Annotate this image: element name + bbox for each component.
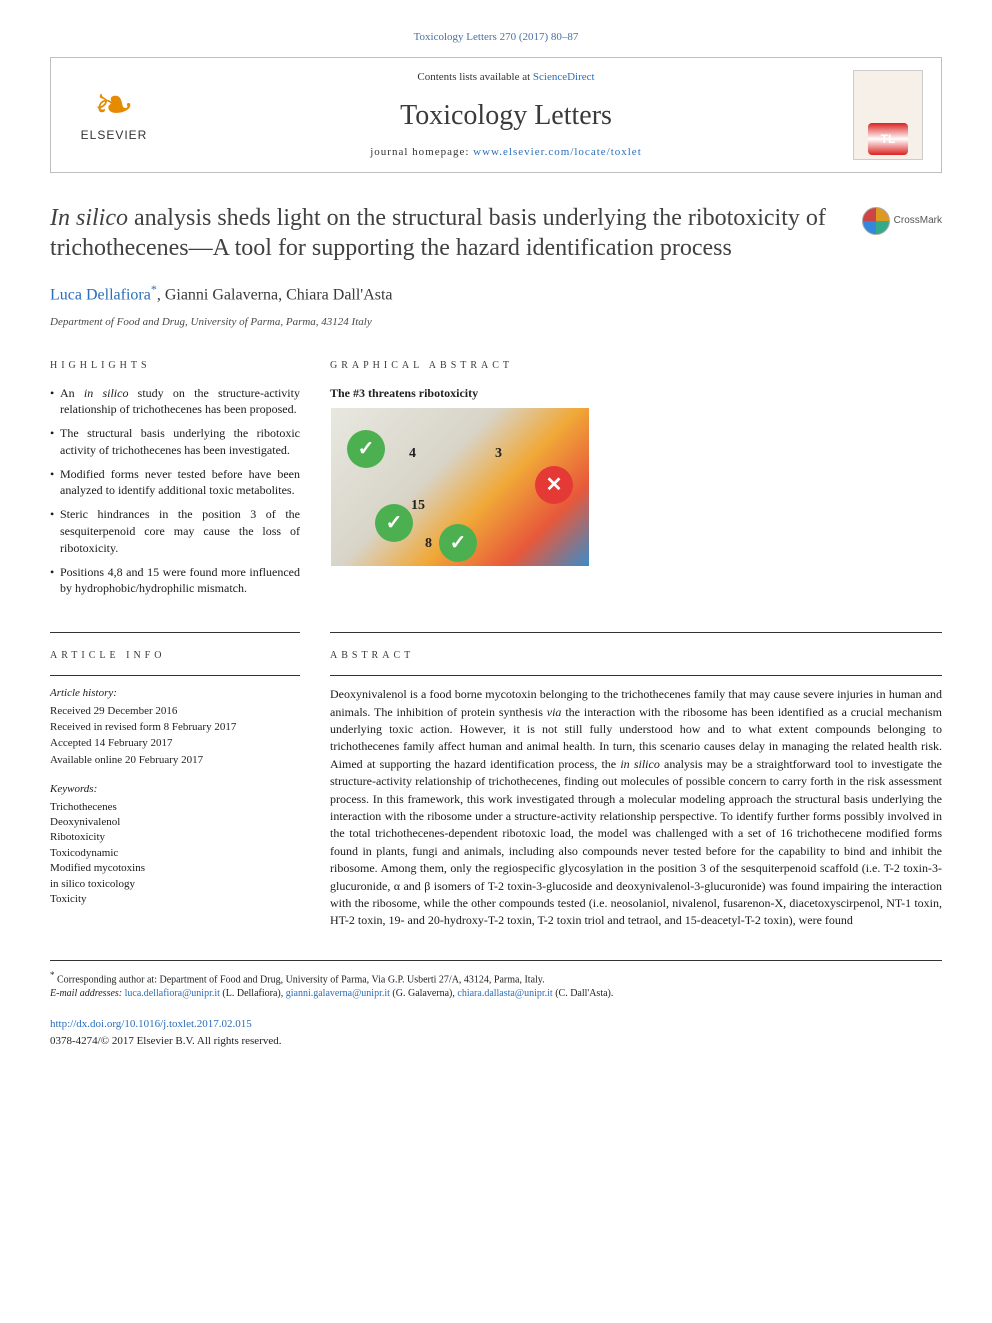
author-sep: , xyxy=(278,287,286,304)
author-sep: , xyxy=(157,287,165,304)
email-footnote: E-mail addresses: luca.dellafiora@unipr.… xyxy=(50,987,942,1001)
homepage-prefix: journal homepage: xyxy=(370,146,473,158)
ga-figure: The #3 threatens ribotoxicity ✓ ✓ ✓ ✕ 4 3 158 xyxy=(330,385,942,568)
keyword: Trichothecenes xyxy=(50,800,300,815)
history-head: Article history: xyxy=(50,686,300,701)
crossmark-icon xyxy=(862,207,890,235)
affiliation: Department of Food and Drug, University … xyxy=(50,315,942,330)
hl-text: Modified forms never tested before have … xyxy=(60,467,300,498)
highlight-item: An in silico study on the structure-acti… xyxy=(50,385,300,419)
keyword: Deoxynivalenol xyxy=(50,815,300,830)
abs-italic: in silico xyxy=(620,757,660,771)
hl-text: The structural basis underlying the ribo… xyxy=(60,426,300,457)
ga-position-label: 8 xyxy=(425,534,432,554)
email-who: (G. Galaverna), xyxy=(390,988,457,999)
history-revised: Received in revised form 8 February 2017 xyxy=(50,720,300,735)
abstract-text: Deoxynivalenol is a food borne mycotoxin… xyxy=(330,686,942,929)
check-icon: ✓ xyxy=(439,524,477,562)
rule xyxy=(50,675,300,676)
hl-text: An xyxy=(60,386,84,400)
running-header: Toxicology Letters 270 (2017) 80–87 xyxy=(50,30,942,45)
cross-icon: ✕ xyxy=(535,466,573,504)
abstract-heading: ABSTRACT xyxy=(330,649,942,663)
ga-position-label: 3 xyxy=(495,444,502,464)
history-online: Available online 20 February 2017 xyxy=(50,753,300,768)
homepage-link[interactable]: www.elsevier.com/locate/toxlet xyxy=(473,146,642,158)
article-title: In silico analysis sheds light on the st… xyxy=(50,203,842,263)
article-info-col: ARTICLE INFO Article history: Received 2… xyxy=(50,604,300,929)
history-accepted: Accepted 14 February 2017 xyxy=(50,736,300,751)
keywords-head: Keywords: xyxy=(50,782,300,797)
contents-line: Contents lists available at ScienceDirec… xyxy=(173,70,839,85)
publisher-name: ELSEVIER xyxy=(81,127,148,144)
rule xyxy=(330,675,942,676)
email-link[interactable]: gianni.galaverna@unipr.it xyxy=(286,988,390,999)
footer-rule xyxy=(50,960,942,961)
ga-position-label: 15 xyxy=(411,496,425,516)
email-link[interactable]: chiara.dallasta@unipr.it xyxy=(457,988,552,999)
ga-col: GRAPHICAL ABSTRACT The #3 threatens ribo… xyxy=(330,359,942,605)
journal-name: Toxicology Letters xyxy=(173,96,839,135)
history-received: Received 29 December 2016 xyxy=(50,704,300,719)
corr-text: Corresponding author at: Department of F… xyxy=(55,974,545,985)
contents-prefix: Contents lists available at xyxy=(417,71,532,83)
sciencedirect-link[interactable]: ScienceDirect xyxy=(533,71,595,83)
check-icon: ✓ xyxy=(347,430,385,468)
hl-italic: in silico xyxy=(84,386,129,400)
highlights-heading: HIGHLIGHTS xyxy=(50,359,300,373)
abs-span: analysis may be a straightforward tool t… xyxy=(330,757,942,928)
highlight-item: Steric hindrances in the position 3 of t… xyxy=(50,506,300,556)
rule xyxy=(50,632,300,633)
author-list: Luca Dellafiora*, Gianni Galaverna, Chia… xyxy=(50,281,942,307)
keyword: in silico toxicology xyxy=(50,877,300,892)
email-link[interactable]: luca.dellafiora@unipr.it xyxy=(125,988,220,999)
keyword: Toxicodynamic xyxy=(50,846,300,861)
article-info-heading: ARTICLE INFO xyxy=(50,649,300,663)
title-row: In silico analysis sheds light on the st… xyxy=(50,203,942,263)
abstract-col: ABSTRACT Deoxynivalenol is a food borne … xyxy=(330,604,942,929)
rule xyxy=(330,632,942,633)
doi-line: http://dx.doi.org/10.1016/j.toxlet.2017.… xyxy=(50,1017,942,1032)
copyright-line: 0378-4274/© 2017 Elsevier B.V. All right… xyxy=(50,1034,942,1049)
highlights-list: An in silico study on the structure-acti… xyxy=(50,385,300,598)
header-center: Contents lists available at ScienceDirec… xyxy=(173,70,839,160)
cover-badge: TL xyxy=(868,123,908,155)
abs-italic: via xyxy=(547,705,562,719)
hl-text: Positions 4,8 and 15 were found more inf… xyxy=(60,565,300,596)
keyword: Toxicity xyxy=(50,892,300,907)
check-icon: ✓ xyxy=(375,504,413,542)
ga-heading: GRAPHICAL ABSTRACT xyxy=(330,359,942,373)
author-3: Chiara Dall'Asta xyxy=(286,287,392,304)
ga-image: ✓ ✓ ✓ ✕ 4 3 158 xyxy=(330,407,590,567)
keywords-block: Keywords: Trichothecenes Deoxynivalenol … xyxy=(50,782,300,907)
publisher-logo: ❧ ELSEVIER xyxy=(69,70,159,160)
highlights-col: HIGHLIGHTS An in silico study on the str… xyxy=(50,359,300,605)
elsevier-tree-icon: ❧ xyxy=(94,87,134,125)
highlight-item: The structural basis underlying the ribo… xyxy=(50,425,300,459)
title-rest: analysis sheds light on the structural b… xyxy=(50,205,826,261)
homepage-line: journal homepage: www.elsevier.com/locat… xyxy=(173,145,839,160)
keyword: Ribotoxicity xyxy=(50,830,300,845)
keyword: Modified mycotoxins xyxy=(50,861,300,876)
ga-caption: The #3 threatens ribotoxicity xyxy=(330,385,942,402)
crossmark-badge[interactable]: CrossMark xyxy=(862,207,942,235)
hl-text: Steric hindrances in the position 3 of t… xyxy=(60,507,300,555)
author-2: Gianni Galaverna xyxy=(165,287,278,304)
email-label: E-mail addresses: xyxy=(50,988,125,999)
journal-header-box: ❧ ELSEVIER Contents lists available at S… xyxy=(50,57,942,173)
author-1[interactable]: Luca Dellafiora xyxy=(50,287,151,304)
highlight-item: Modified forms never tested before have … xyxy=(50,466,300,500)
ga-position-label: 4 xyxy=(409,444,416,464)
journal-cover-thumb: TL xyxy=(853,70,923,160)
email-who: (C. Dall'Asta). xyxy=(553,988,614,999)
title-italic-lead: In silico xyxy=(50,205,128,231)
corresponding-footnote: * Corresponding author at: Department of… xyxy=(50,969,942,987)
email-who: (L. Dellafiora), xyxy=(220,988,286,999)
crossmark-label: CrossMark xyxy=(894,214,942,228)
highlights-ga-row: HIGHLIGHTS An in silico study on the str… xyxy=(50,359,942,605)
article-history: Article history: Received 29 December 20… xyxy=(50,686,300,768)
highlight-item: Positions 4,8 and 15 were found more inf… xyxy=(50,564,300,598)
info-abstract-row: ARTICLE INFO Article history: Received 2… xyxy=(50,604,942,929)
doi-link[interactable]: http://dx.doi.org/10.1016/j.toxlet.2017.… xyxy=(50,1018,252,1030)
